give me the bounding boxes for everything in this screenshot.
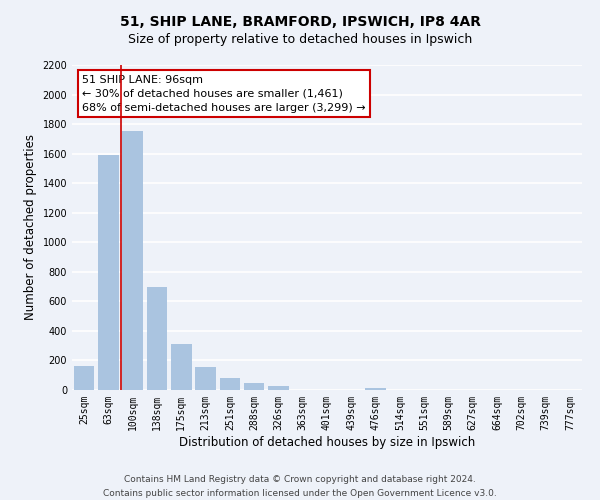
Bar bbox=[220, 378, 240, 390]
Y-axis label: Number of detached properties: Number of detached properties bbox=[24, 134, 37, 320]
Text: 51 SHIP LANE: 96sqm
← 30% of detached houses are smaller (1,461)
68% of semi-det: 51 SHIP LANE: 96sqm ← 30% of detached ho… bbox=[82, 74, 366, 113]
Bar bbox=[74, 366, 94, 390]
Bar bbox=[365, 388, 386, 390]
Bar bbox=[146, 286, 167, 390]
Text: Contains HM Land Registry data © Crown copyright and database right 2024.
Contai: Contains HM Land Registry data © Crown c… bbox=[103, 476, 497, 498]
Text: 51, SHIP LANE, BRAMFORD, IPSWICH, IP8 4AR: 51, SHIP LANE, BRAMFORD, IPSWICH, IP8 4A… bbox=[119, 15, 481, 29]
Bar bbox=[122, 132, 143, 390]
Text: Size of property relative to detached houses in Ipswich: Size of property relative to detached ho… bbox=[128, 32, 472, 46]
Bar bbox=[98, 155, 119, 390]
Bar bbox=[195, 367, 216, 390]
Bar bbox=[171, 344, 191, 390]
Bar bbox=[268, 386, 289, 390]
Bar bbox=[244, 384, 265, 390]
X-axis label: Distribution of detached houses by size in Ipswich: Distribution of detached houses by size … bbox=[179, 436, 475, 448]
